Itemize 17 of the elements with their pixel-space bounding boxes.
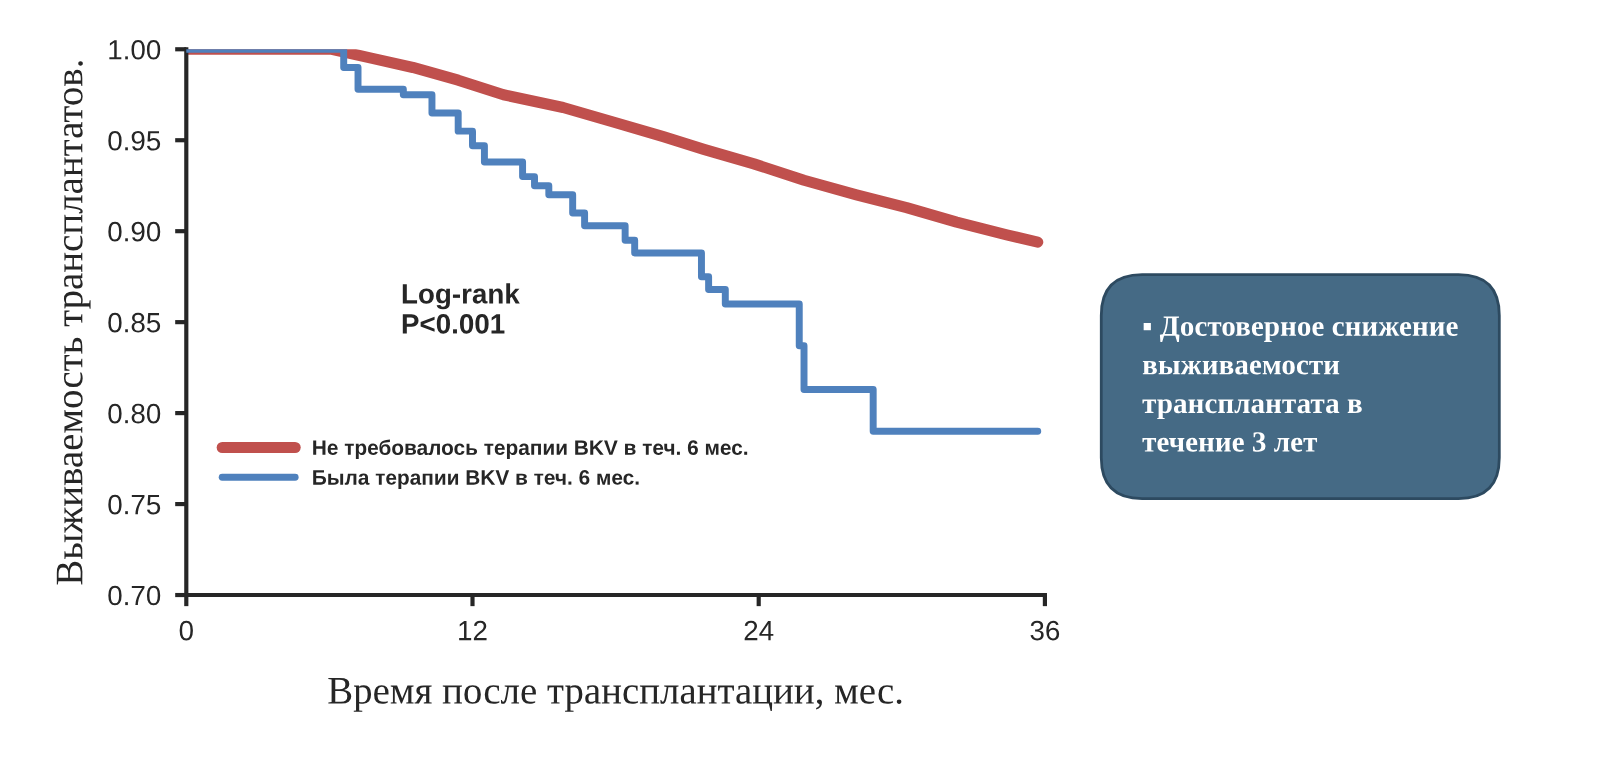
x-tick-label: 36 xyxy=(1030,620,1060,641)
annotation: Log-rank P<0.001 xyxy=(402,283,520,334)
text: ▪ Достоверное снижение выживаемости трансплантата в течение 3 лет xyxy=(1142,316,1458,452)
y-tick-label: 0.90 xyxy=(108,221,161,242)
y-tick-label: 0.75 xyxy=(108,494,161,515)
y-tick-label: 0.70 xyxy=(108,585,161,606)
x-tick-label: 12 xyxy=(459,620,487,641)
y-tick-label: 0.80 xyxy=(108,403,161,424)
y-tick-label: 0.85 xyxy=(108,312,161,333)
x-tick-label: 0 xyxy=(179,620,193,641)
y-tick-label: 0.95 xyxy=(108,130,161,151)
y-axis-title: Выживаемость трансплантатов. xyxy=(56,61,91,585)
legend-label: Была терапии BKV в теч. 6 мес. xyxy=(313,470,639,489)
x-axis-title: Время после трансплантации, мес. xyxy=(328,678,902,712)
y-tick-label: 1.00 xyxy=(109,39,161,60)
legend-label: Не требовалось терапии BKV в теч. 6 мес. xyxy=(313,439,748,460)
x-tick-label: 24 xyxy=(744,620,774,641)
